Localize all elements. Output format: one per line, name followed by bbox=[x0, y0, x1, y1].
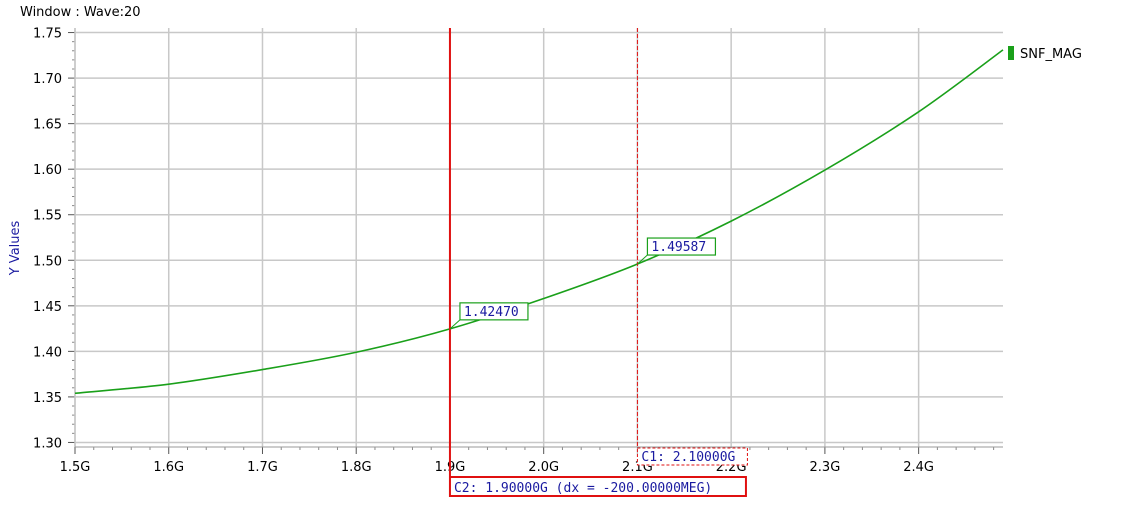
y-tick-label: 1.60 bbox=[33, 163, 62, 178]
window-title: Window : Wave:20 bbox=[20, 5, 141, 20]
cursor-c1-label-box[interactable] bbox=[636, 447, 748, 466]
marker-label: 1.42470 bbox=[464, 305, 519, 320]
marker-label-box bbox=[646, 237, 717, 256]
x-tick-label: 1.6G bbox=[153, 460, 184, 475]
x-tick-label: 2.3G bbox=[810, 460, 841, 475]
cursor-c2-label-box[interactable] bbox=[448, 476, 747, 497]
y-tick-label: 1.50 bbox=[33, 254, 62, 269]
marker-leader-line bbox=[449, 319, 461, 330]
legend-swatch[interactable] bbox=[1008, 46, 1014, 60]
y-tick-label: 1.40 bbox=[33, 345, 62, 360]
marker-label: 1.49587 bbox=[651, 240, 706, 255]
axes: 1.5G1.6G1.7G1.8G1.9G2.0G2.1G2.2G2.3G2.4G… bbox=[33, 27, 1003, 475]
marker-layer: 1.42470 1.49587 bbox=[449, 237, 717, 330]
cursor-c1-label[interactable]: C1: 2.10000G bbox=[641, 450, 735, 465]
x-tick-label: 2.0G bbox=[528, 460, 559, 475]
x-tick-label: 1.5G bbox=[60, 460, 91, 475]
marker-label-box bbox=[459, 302, 529, 321]
y-tick-label: 1.70 bbox=[33, 72, 62, 87]
y-tick-label: 1.55 bbox=[33, 209, 62, 224]
cursor-layer[interactable]: C1: 2.10000G C2: 1.90000G (dx = -200.0000… bbox=[448, 28, 748, 497]
legend-item-label[interactable]: SNF_MAG bbox=[1020, 47, 1082, 62]
marker-leader-line bbox=[637, 254, 648, 265]
y-tick-label: 1.35 bbox=[33, 391, 62, 406]
y-tick-label: 1.30 bbox=[33, 436, 62, 451]
y-tick-label: 1.45 bbox=[33, 300, 62, 315]
grid bbox=[74, 28, 1003, 447]
x-tick-label: 1.8G bbox=[341, 460, 372, 475]
plot-area bbox=[75, 28, 1003, 447]
series-layer bbox=[74, 49, 1004, 395]
y-tick-label: 1.75 bbox=[33, 27, 62, 42]
series-line-snf-mag bbox=[74, 49, 1004, 395]
x-tick-label: 1.7G bbox=[247, 460, 278, 475]
cursor-c2-label[interactable]: C2: 1.90000G (dx = -200.00000MEG) bbox=[454, 481, 712, 496]
y-axis-label: Y Values bbox=[8, 221, 23, 277]
y-tick-label: 1.65 bbox=[33, 118, 62, 133]
x-tick-label: 2.4G bbox=[903, 460, 934, 475]
legend[interactable]: SNF_MAG bbox=[1008, 46, 1082, 62]
